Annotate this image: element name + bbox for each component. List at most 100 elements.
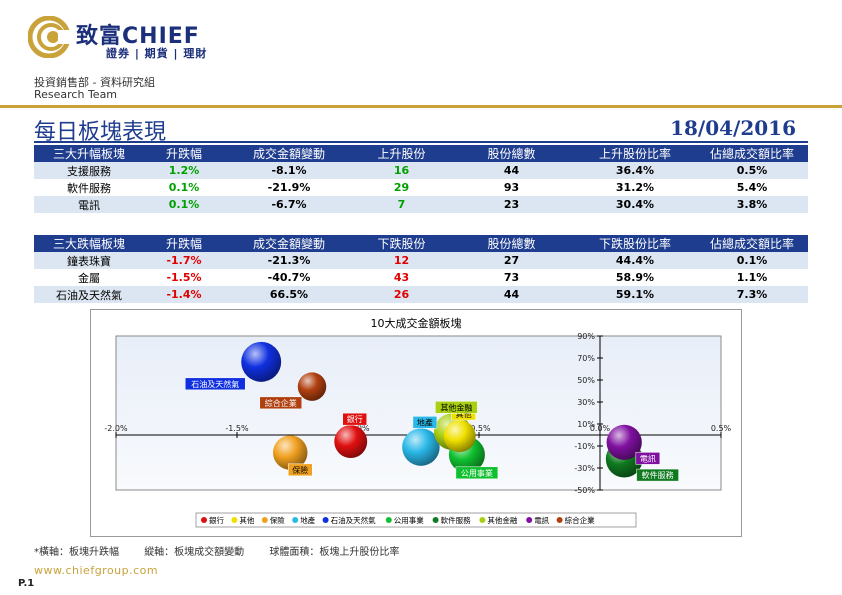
x-tick-label: -0.5% — [467, 424, 491, 433]
page-title: 每日板塊表現 — [34, 120, 167, 145]
col-turnover-change: 成交金額變動 — [224, 145, 354, 162]
website-link[interactable]: www.chiefgroup.com — [34, 564, 159, 577]
table-header-row: 三大跌幅板塊 升跌幅 成交金額變動 下跌股份 股份總數 下跌股份比率 佔總成交額… — [34, 235, 808, 252]
bubble-label-box — [636, 468, 679, 482]
rising-stocks: 16 — [354, 162, 449, 179]
rising-ratio: 30.4% — [574, 196, 696, 213]
brand-name: 致富CHIEF — [76, 18, 200, 50]
page-number: P.1 — [18, 578, 35, 589]
falling-stocks: 26 — [354, 286, 449, 303]
rising-stocks: 29 — [393, 181, 410, 194]
turnover-share: 0.5% — [696, 162, 808, 179]
legend-marker — [231, 517, 238, 523]
legend-marker — [556, 517, 563, 523]
bubble-point — [241, 341, 282, 382]
brand-subtitle: 證券 | 期貨 | 理財 — [106, 47, 208, 60]
legend-marker — [322, 517, 329, 523]
bubble-label-box — [412, 416, 438, 429]
turnover-share: 3.8% — [696, 196, 808, 213]
turnover-share: 1.1% — [736, 271, 768, 284]
col-falling-ratio: 下跌股份比率 — [574, 235, 696, 252]
table-row: 軟件服務 0.1% -21.9% 29 93 31.2% 5.4% — [34, 179, 808, 196]
sector-name: 軟件服務 — [67, 181, 111, 195]
bubble-label-box — [184, 377, 246, 391]
bubble-label-box — [435, 401, 478, 414]
sector-name: 電訊 — [34, 196, 144, 213]
bubble-label: 公用事業 — [461, 468, 493, 478]
y-tick-label: 30% — [577, 398, 595, 407]
bubble-label: 保險 — [292, 465, 308, 475]
bubble-label-box — [635, 452, 661, 465]
bubble-label: 軟件服務 — [642, 470, 674, 480]
turnover-change: -8.1% — [224, 162, 354, 179]
brand-en: CHIEF — [122, 24, 200, 49]
legend-marker — [432, 517, 439, 523]
sector-change: -1.4% — [144, 286, 224, 303]
table-row: 電訊 0.1% -6.7% 7 23 30.4% 3.8% — [34, 196, 808, 213]
legend-entry: 地產 — [300, 515, 315, 525]
legend-entry: 軟件服務 — [441, 515, 471, 525]
bubble-point — [606, 424, 642, 461]
col-rising-stocks: 上升股份 — [354, 145, 449, 162]
falling-stocks: 43 — [393, 271, 410, 284]
bubble-chart: 10大成交金額板塊 90% 70% 50% 30% 10% -10% -30% -50% -2.0… — [90, 309, 742, 537]
col-sector: 三大跌幅板塊 — [34, 235, 144, 252]
falling-ratio: 58.9% — [615, 271, 655, 284]
bubble-point — [272, 435, 308, 470]
rising-ratio: 36.4% — [574, 162, 696, 179]
table-row: 石油及天然氣 -1.4% 66.5% 26 44 59.1% 7.3% — [34, 286, 808, 303]
col-total-stocks: 股份總數 — [449, 235, 574, 252]
department-label: 投資銷售部 - 資料研究組 — [34, 76, 155, 89]
turnover-share: 0.1% — [696, 252, 808, 269]
chart-legend — [195, 512, 637, 528]
y-tick-label: -30% — [574, 464, 595, 473]
bubble-label: 銀行 — [347, 414, 363, 424]
footnote-bubble: 球體面積：板塊上升股份比率 — [269, 547, 400, 558]
sector-name: 石油及天然氣 — [34, 286, 144, 303]
legend-marker — [385, 517, 392, 523]
legend-entry: 公用事業 — [394, 515, 424, 525]
footnote-x-axis: *橫軸：板塊升跌幅 — [34, 547, 119, 558]
total-stocks: 93 — [503, 181, 520, 194]
bubble-label: 石油及天然氣 — [191, 379, 239, 389]
legend-marker — [526, 517, 533, 523]
bubble-label-box — [342, 412, 367, 426]
col-turnover-share: 佔總成交額比率 — [696, 235, 808, 252]
legend-marker — [292, 517, 299, 523]
total-stocks: 27 — [449, 252, 574, 269]
legend-marker — [201, 517, 207, 523]
sector-name: 鐘表珠寶 — [34, 252, 144, 269]
sector-change: 0.1% — [144, 196, 224, 213]
turnover-share: 5.4% — [736, 181, 768, 194]
table-header-row: 三大升幅板塊 升跌幅 成交金額變動 上升股份 股份總數 上升股份比率 佔總成交額… — [34, 145, 808, 162]
team-label: Research Team — [34, 88, 118, 101]
col-change: 升跌幅 — [144, 235, 224, 252]
total-stocks: 44 — [449, 162, 574, 179]
sector-name: 金屬 — [78, 271, 100, 285]
bubble-point — [443, 420, 476, 453]
legend-marker — [479, 517, 486, 523]
footnote-y-axis: 縱軸：板塊成交額變動 — [144, 547, 245, 558]
sector-change: -1.5% — [166, 271, 202, 284]
bubble-point — [297, 372, 327, 401]
col-turnover-change: 成交金額變動 — [224, 235, 354, 252]
turnover-change: -40.7% — [267, 271, 311, 284]
y-tick-label: 90% — [577, 332, 595, 341]
bubble-label: 其他金融 — [440, 402, 472, 412]
y-tick-label: -10% — [574, 442, 595, 451]
sector-change: 0.1% — [168, 181, 200, 194]
col-falling-stocks: 下跌股份 — [354, 235, 449, 252]
y-tick-label: -50% — [574, 486, 595, 495]
bubble-label: 電訊 — [640, 453, 656, 463]
bubble-label: 其他 — [456, 409, 472, 419]
header-divider — [0, 105, 842, 108]
falling-ratio: 44.4% — [574, 252, 696, 269]
sector-name: 支援服務 — [34, 162, 144, 179]
x-tick-label: 0.5% — [711, 424, 732, 433]
bubble-label: 地產 — [417, 417, 433, 427]
legend-entry: 電訊 — [534, 515, 549, 525]
title-divider — [34, 141, 808, 143]
y-tick-label: 50% — [577, 376, 595, 385]
turnover-change: -21.9% — [267, 181, 311, 194]
bubble-point — [402, 428, 440, 466]
